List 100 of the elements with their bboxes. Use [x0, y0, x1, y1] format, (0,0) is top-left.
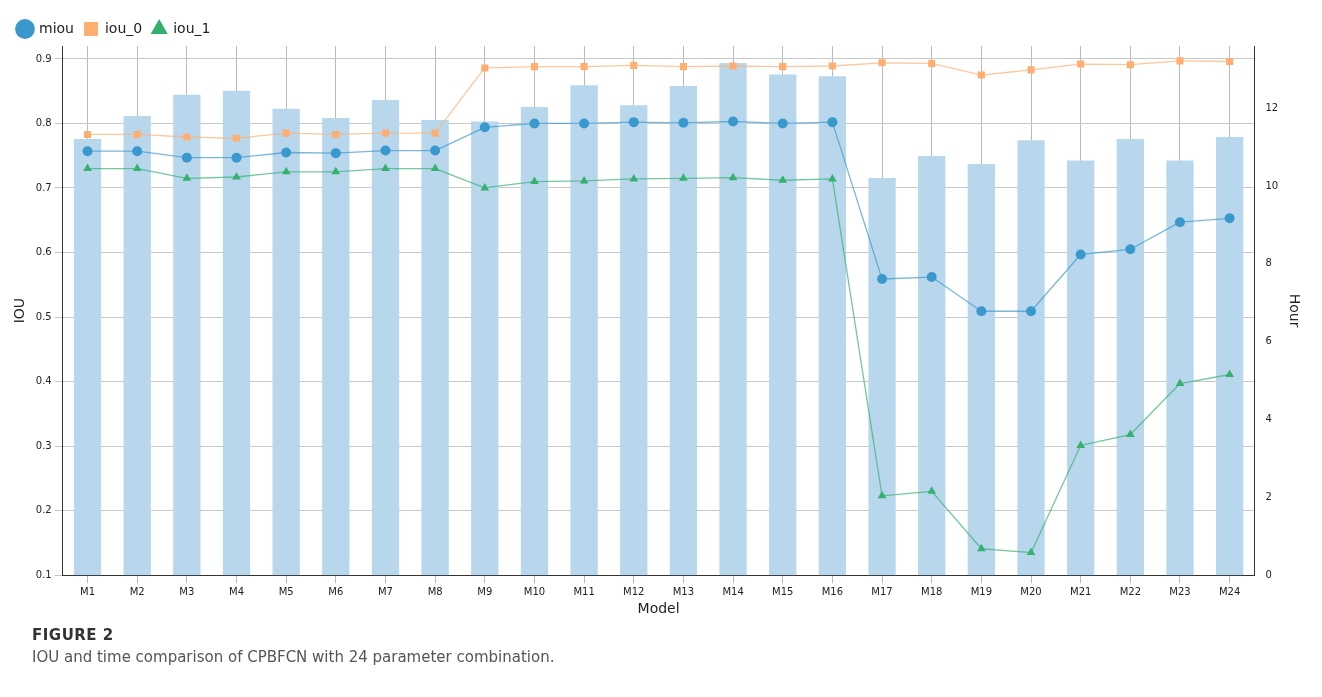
point [579, 175, 589, 184]
point [628, 117, 639, 128]
point [679, 63, 687, 71]
legend-label: iou_0 [104, 19, 143, 36]
y-axis-title: IOU [11, 297, 28, 324]
text: IOU and time comparison of CPBFCN with 24 parameter combination. [32, 648, 556, 666]
legend-label: iou_1 [173, 19, 211, 36]
bar [769, 74, 797, 576]
bar [322, 117, 350, 576]
point [928, 59, 936, 67]
point [481, 64, 489, 72]
bar [222, 90, 251, 576]
x-tick-label: M12 [623, 585, 645, 597]
x-tick-label: M5 [278, 585, 294, 597]
bar [371, 100, 400, 576]
point [679, 173, 688, 181]
point [133, 130, 141, 138]
point [232, 172, 241, 180]
x-tick-label: M19 [970, 585, 993, 597]
point [529, 118, 540, 129]
x-tick-label: M1 [80, 585, 96, 597]
point [1176, 57, 1184, 65]
point [777, 118, 788, 129]
point [580, 63, 588, 71]
point [430, 163, 440, 172]
point [232, 134, 241, 142]
x-tick-label: M13 [672, 585, 695, 597]
point [728, 172, 738, 181]
point [1175, 378, 1185, 387]
x-tick-label: M10 [523, 585, 546, 597]
bar [1116, 139, 1144, 576]
y-tick-label: 0.9 [35, 52, 52, 64]
point [1126, 429, 1135, 438]
point [976, 306, 987, 317]
point [82, 146, 93, 157]
y-tick-label: 0.3 [35, 439, 52, 451]
point [828, 173, 837, 182]
point [84, 130, 92, 138]
point [1126, 61, 1134, 69]
point [182, 173, 192, 181]
x-tick-label: M11 [573, 585, 595, 597]
y-tick-label: 0.7 [35, 181, 52, 193]
y2-tick-label: 4 [1265, 413, 1272, 425]
point [877, 273, 888, 284]
point [380, 145, 391, 156]
point [1125, 244, 1136, 255]
point [728, 116, 739, 127]
point [678, 117, 689, 128]
point [1174, 217, 1185, 228]
point [231, 152, 242, 163]
point [1026, 547, 1036, 556]
point [332, 130, 340, 138]
point [827, 117, 838, 128]
y2-tick-label: 8 [1265, 257, 1272, 269]
y2-tick-label: 6 [1265, 335, 1272, 347]
bar [471, 121, 499, 576]
y-tick-label: 0.6 [35, 246, 52, 258]
point [828, 62, 836, 70]
x-tick-label: M23 [1169, 585, 1191, 597]
bar [620, 105, 648, 576]
point [132, 163, 142, 172]
y2-tick-label: 12 [1265, 101, 1279, 113]
bar [1067, 160, 1095, 576]
bar [669, 86, 698, 576]
y2-axis-title: Hour [1286, 293, 1303, 328]
point [330, 148, 341, 159]
bar [123, 116, 151, 576]
point [926, 272, 937, 283]
bar [520, 107, 549, 576]
x-tick-label: M6 [328, 585, 344, 597]
x-tick-label: M16 [821, 585, 844, 597]
point [431, 129, 439, 137]
bar [818, 76, 847, 576]
point [778, 175, 788, 183]
point [1077, 60, 1085, 68]
point [927, 486, 937, 494]
point [479, 122, 490, 133]
bar [173, 94, 201, 576]
point [181, 152, 192, 163]
x-axis-title: Model [637, 600, 680, 617]
x-tick-label: M14 [722, 585, 744, 597]
point [281, 147, 292, 158]
point [83, 163, 92, 172]
bar [1017, 140, 1045, 576]
x-tick-label: M9 [477, 585, 493, 597]
y2-tick-label: 2 [1265, 490, 1272, 502]
bar [570, 85, 598, 576]
point [381, 129, 390, 137]
point [878, 59, 886, 67]
y-tick-label: 0.1 [35, 568, 52, 580]
point [629, 173, 639, 182]
point [1075, 249, 1086, 260]
y-tick-label: 0.2 [35, 504, 52, 516]
point [530, 63, 538, 71]
y2-tick-label: 0 [1265, 568, 1272, 580]
x-tick-label: M22 [1119, 585, 1142, 597]
bar [918, 156, 946, 576]
point [630, 61, 638, 69]
point [183, 133, 191, 141]
point [977, 71, 985, 79]
